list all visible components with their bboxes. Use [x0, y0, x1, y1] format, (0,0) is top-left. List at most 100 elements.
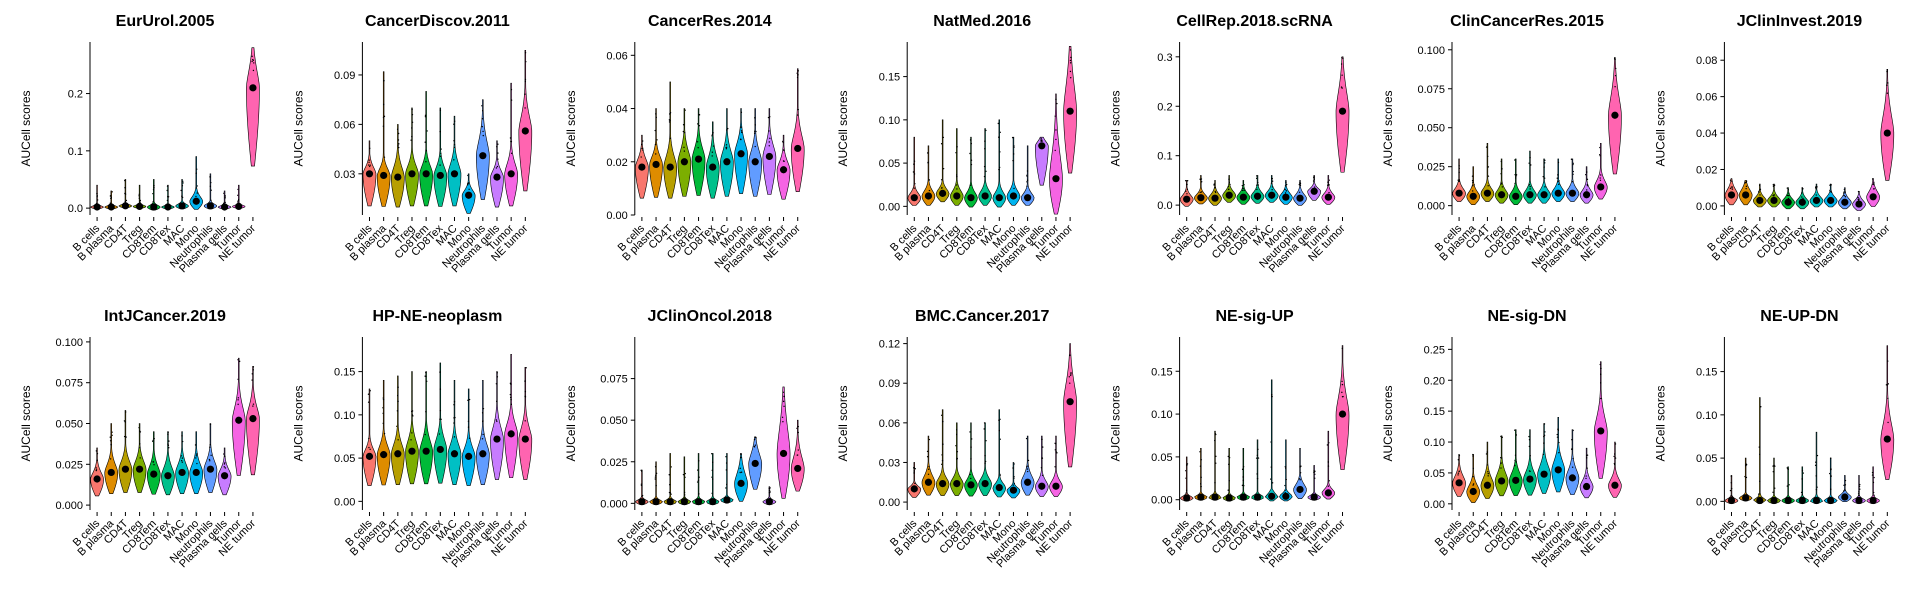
outlier-point	[111, 191, 113, 193]
outlier-point	[1802, 472, 1804, 474]
y-tick-label: 0.03	[334, 169, 355, 181]
outlier-point	[1227, 463, 1230, 466]
violin-tumor	[504, 82, 518, 207]
outlier-point	[223, 453, 225, 455]
outlier-point	[1284, 192, 1287, 194]
outlier-point	[1745, 463, 1748, 465]
outlier-point	[467, 183, 469, 185]
outlier-point	[425, 150, 427, 152]
outlier-point	[1472, 467, 1474, 470]
outlier-point	[367, 164, 370, 166]
outlier-point	[983, 428, 985, 430]
outlier-point	[913, 173, 916, 175]
outlier-point	[1458, 179, 1461, 181]
outlier-point	[984, 455, 986, 457]
outlier-point	[382, 412, 384, 415]
outlier-point	[224, 195, 227, 197]
median-marker	[1066, 107, 1074, 115]
outlier-point	[1599, 146, 1601, 149]
outlier-point	[755, 130, 757, 133]
outlier-point	[1327, 465, 1330, 467]
outlier-point	[1586, 189, 1588, 191]
median-marker	[436, 445, 444, 454]
outlier-point	[509, 393, 512, 396]
y-tick-label: 0.10	[334, 410, 355, 422]
median-marker	[1497, 477, 1506, 485]
outlier-point	[1256, 188, 1258, 191]
outlier-point	[167, 443, 169, 445]
outlier-point	[1241, 189, 1244, 192]
outlier-point	[1328, 480, 1330, 482]
outlier-point	[1500, 160, 1502, 163]
outlier-point	[1257, 184, 1260, 186]
violin-cd8tem	[1236, 448, 1250, 501]
median-marker	[694, 498, 703, 506]
outlier-point	[655, 116, 657, 119]
median-marker	[1611, 481, 1619, 489]
outlier-point	[439, 388, 442, 390]
outlier-point	[1759, 188, 1762, 191]
outlier-point	[1012, 467, 1014, 469]
outlier-point	[956, 184, 958, 186]
outlier-point	[237, 199, 240, 202]
y-tick-label: 0.06	[606, 50, 627, 62]
median-marker	[1727, 191, 1736, 199]
y-tick-label: 0.10	[1696, 410, 1717, 422]
median-marker	[450, 170, 459, 178]
outlier-point	[1615, 67, 1617, 70]
outlier-point	[439, 164, 441, 166]
outlier-point	[769, 137, 771, 139]
outlier-point	[109, 458, 112, 460]
median-marker	[1024, 194, 1032, 202]
outlier-point	[754, 145, 756, 148]
outlier-point	[1041, 457, 1044, 459]
y-axis-label: AUCell scores	[19, 385, 33, 461]
outlier-point	[1069, 76, 1072, 79]
median-marker	[1611, 111, 1619, 119]
y-tick-label: 0.05	[1696, 453, 1717, 465]
chart-title: JClinInvest.2019	[1737, 13, 1863, 30]
outlier-point	[1184, 180, 1187, 182]
outlier-point	[998, 168, 1000, 171]
outlier-point	[382, 398, 385, 401]
outlier-point	[209, 444, 211, 446]
median-marker	[1469, 192, 1477, 200]
outlier-point	[725, 487, 727, 489]
outlier-point	[1214, 187, 1216, 189]
outlier-point	[1500, 183, 1502, 185]
median-marker	[680, 158, 688, 166]
outlier-point	[1056, 452, 1058, 454]
violin-cd4t	[663, 81, 678, 199]
median-marker	[150, 470, 158, 478]
outlier-point	[1327, 183, 1329, 186]
y-tick-label: 0.2	[1157, 101, 1172, 113]
outlier-point	[1013, 482, 1015, 485]
median-marker	[93, 203, 101, 211]
outlier-point	[1515, 177, 1517, 179]
outlier-point	[1613, 453, 1616, 455]
outlier-point	[940, 143, 943, 145]
outlier-point	[1487, 166, 1490, 168]
outlier-point	[1829, 472, 1831, 475]
outlier-point	[453, 401, 456, 403]
outlier-point	[124, 187, 126, 189]
outlier-point	[1270, 466, 1273, 468]
outlier-point	[1070, 373, 1072, 375]
outlier-point	[369, 390, 371, 392]
outlier-point	[1473, 184, 1475, 186]
outlier-point	[1228, 480, 1230, 482]
median-marker	[1455, 479, 1463, 487]
outlier-point	[1759, 453, 1761, 456]
outlier-point	[1271, 394, 1273, 396]
outlier-point	[1026, 181, 1028, 183]
outlier-point	[209, 460, 211, 462]
outlier-point	[109, 436, 111, 438]
outlier-point	[167, 433, 169, 436]
outlier-point	[1542, 453, 1545, 456]
outlier-point	[767, 116, 770, 119]
outlier-point	[1871, 471, 1874, 474]
median-marker	[709, 163, 717, 171]
outlier-point	[110, 444, 112, 446]
outlier-point	[698, 460, 700, 462]
